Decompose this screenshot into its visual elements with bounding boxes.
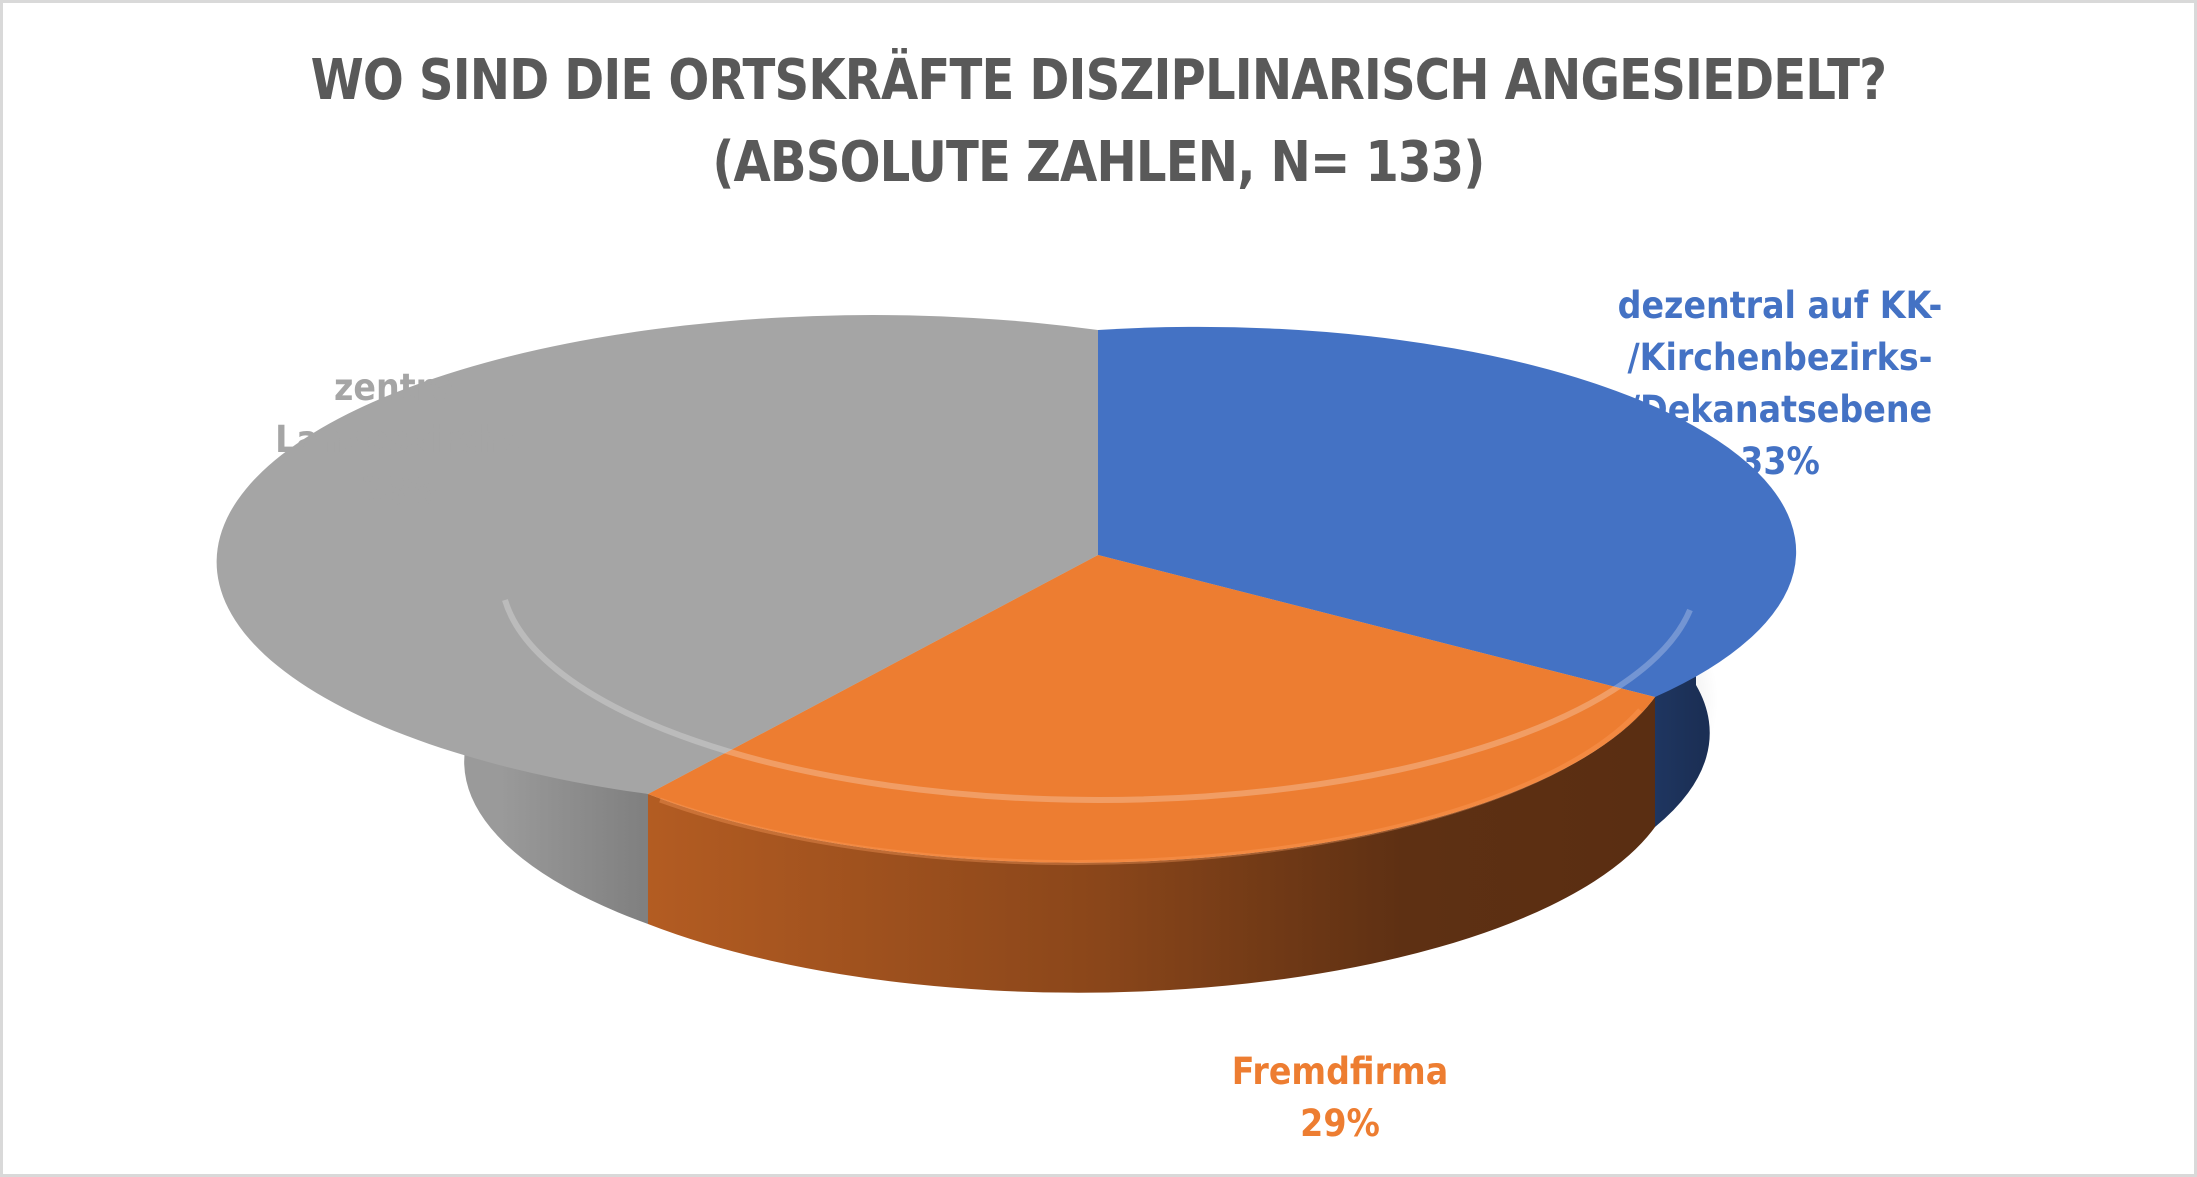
slice-top-blue[interactable] [1098,326,1797,697]
rim-bevel [502,599,1693,803]
slice-side-gray [464,555,648,924]
label-text: Fremdfirma [1231,1050,1449,1093]
label-text: /Kirchenbezirks- [1627,336,1933,379]
slice-top-gray[interactable] [216,315,1099,794]
chart-title: WO SIND DIE ORTSKRÄFTE DISZIPLINARISCH A… [154,40,2043,204]
label-text: zentral [334,366,466,409]
data-label-zentral: zentral Landeskirche 38% [265,362,535,518]
label-text: dezentral auf KK- [1617,284,1943,327]
label-text: Landeskirche [275,418,525,461]
label-percent: 38% [360,470,440,513]
data-label-fremdfirma: Fremdfirma 29% [1196,1046,1484,1150]
rim-bevel-orange [659,708,1642,866]
label-percent: 29% [1300,1102,1380,1145]
data-label-dezentral: dezentral auf KK- /Kirchenbezirks- /Deka… [1600,280,1960,488]
slice-top-orange[interactable] [648,555,1655,863]
chart-title-line1: WO SIND DIE ORTSKRÄFTE DISZIPLINARISCH A… [310,48,1887,113]
chart-title-line2: (ABSOLUTE ZAHLEN, N= 133) [712,130,1485,195]
slice-side-orange [648,697,1655,993]
label-percent: 33% [1740,440,1820,483]
label-text: /Dekanatsebene [1627,388,1933,431]
